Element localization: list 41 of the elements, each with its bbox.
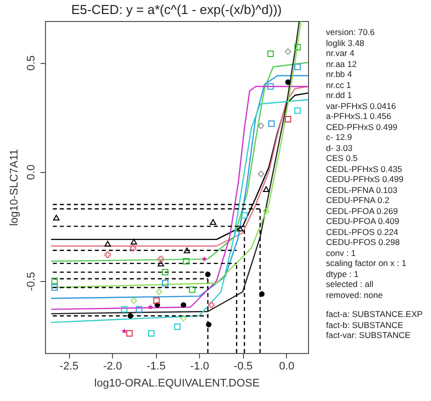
y-tick-label: 0.5 bbox=[26, 55, 38, 71]
text: version: 70.6 bbox=[326, 27, 376, 38]
text: dtype : 1 bbox=[326, 268, 360, 279]
text: fact-a: SUBSTANCE.EXP bbox=[326, 309, 423, 320]
text: c- 12.9 bbox=[326, 132, 353, 142]
text: CES 0.5 bbox=[326, 153, 359, 164]
text: d- 3.03 bbox=[326, 142, 354, 153]
text: scaling factor on x : 1 bbox=[326, 258, 408, 268]
text: CEDL-PFNA 0.103 bbox=[326, 184, 398, 195]
y-tick-label: -0.5 bbox=[26, 272, 38, 291]
text: CEDU-PFOS 0.298 bbox=[326, 237, 401, 248]
text: loglik 3.48 bbox=[326, 38, 366, 48]
text: CEDL-PFOA 0.269 bbox=[326, 206, 399, 216]
text: selected : all bbox=[326, 279, 374, 290]
y-tick-label: 0.0 bbox=[26, 164, 38, 180]
x-tick-label: -2.0 bbox=[103, 360, 122, 372]
text: CEDL-PFHxS 0.435 bbox=[326, 164, 404, 174]
text: CEDL-PFOS 0.224 bbox=[326, 226, 400, 237]
text: nr.var 4 bbox=[326, 48, 356, 58]
text: CEDU-PFNA 0.2 bbox=[326, 195, 390, 206]
chart-title: E5-CED: y = a*(c^(1 - exp(-(x/b)^d))) bbox=[71, 2, 282, 17]
text: conv : 1 bbox=[326, 248, 357, 258]
y-axis-title: log10-SLC7A11 bbox=[8, 149, 20, 226]
text: fact-var: SUBSTANCE bbox=[326, 330, 412, 340]
text: nr.aa 12 bbox=[326, 58, 358, 69]
text: CEDU-PFOA 0.409 bbox=[326, 216, 400, 226]
text: nr.bb 4 bbox=[326, 69, 353, 80]
x-axis-title: log10-ORAL.EQUIVALENT.DOSE bbox=[94, 378, 260, 390]
x-tick-label: -1.5 bbox=[146, 360, 166, 372]
x-tick-label: -0.5 bbox=[234, 360, 253, 372]
text: CEDU-PFHxS 0.499 bbox=[326, 174, 404, 184]
text: fact-b: SUBSTANCE bbox=[326, 320, 404, 330]
text: nr.dd 1 bbox=[326, 90, 353, 100]
text: nr.cc 1 bbox=[326, 80, 352, 90]
text: CED-PFHxS 0.499 bbox=[326, 122, 398, 132]
text: a-PFHxS.1 0.456 bbox=[326, 111, 392, 122]
x-tick-label: 0.0 bbox=[279, 360, 294, 372]
x-tick-label: -1.0 bbox=[190, 360, 210, 372]
text: removed: none bbox=[326, 290, 384, 300]
text: var-PFHxS 0.0416 bbox=[326, 100, 397, 111]
x-tick-label: -2.5 bbox=[60, 360, 78, 372]
